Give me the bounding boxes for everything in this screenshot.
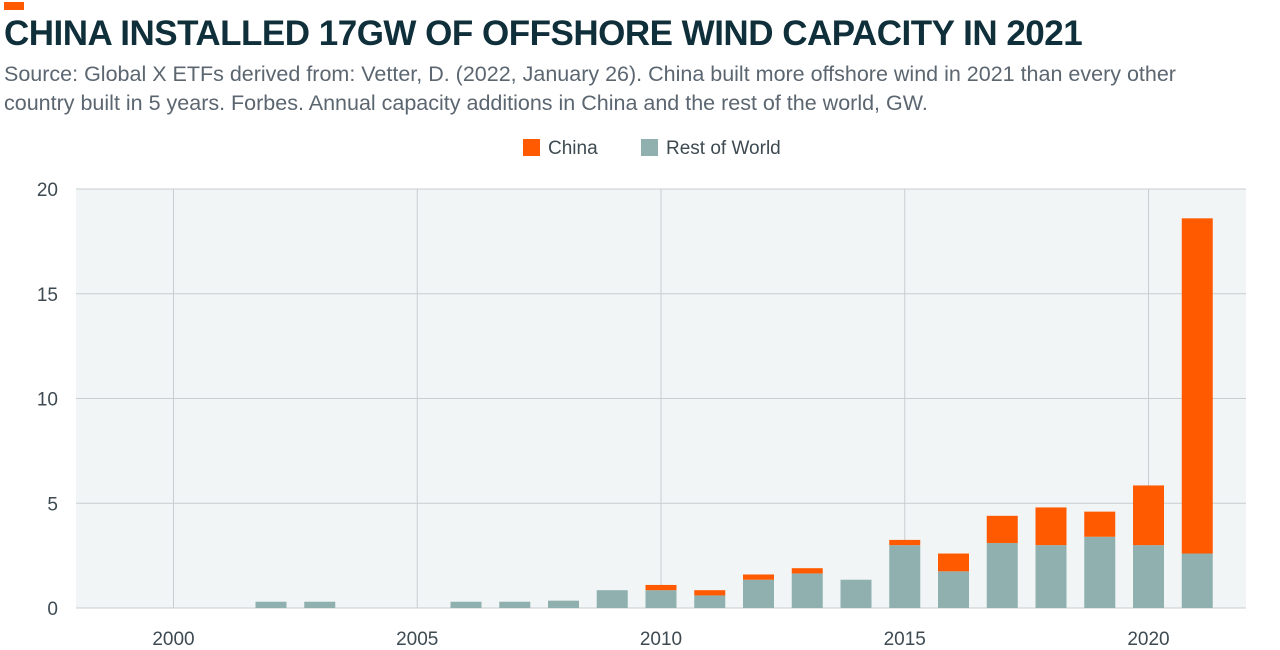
- y-tick-label: 10: [37, 390, 58, 411]
- bar-china: [743, 574, 774, 580]
- bar-rest-of-world: [986, 543, 1018, 608]
- bar-rest-of-world: [791, 573, 823, 608]
- legend-swatch-rest-of-world: [641, 139, 658, 156]
- bar-rest-of-world: [1181, 553, 1213, 608]
- bar-rest-of-world: [645, 590, 677, 608]
- bar-rest-of-world: [499, 601, 531, 608]
- bar-rest-of-world: [548, 600, 579, 608]
- y-tick-label: 20: [37, 180, 58, 201]
- bar-rest-of-world: [889, 545, 921, 608]
- x-tick-label: 2015: [884, 629, 926, 650]
- stacked-bar-chart: 0 5 10 15 20 2000 2005 2010 2015 2020 China Rest of…: [37, 138, 1246, 650]
- bar-china: [889, 539, 921, 546]
- x-tick-label: 2000: [152, 629, 194, 650]
- bar-rest-of-world: [1084, 536, 1116, 608]
- bar-rest-of-world: [1133, 545, 1164, 608]
- bar-china: [1035, 507, 1067, 546]
- legend-swatch-china: [523, 139, 540, 156]
- bar-china: [791, 568, 823, 574]
- bar-rest-of-world: [840, 579, 872, 608]
- bar-china: [986, 515, 1018, 544]
- bar-rest-of-world: [255, 601, 287, 608]
- bar-rest-of-world: [304, 601, 336, 608]
- bar-china: [938, 553, 969, 572]
- bar-china: [1133, 485, 1164, 546]
- x-tick-label: 2010: [640, 629, 682, 650]
- bar-rest-of-world: [1035, 545, 1067, 608]
- y-tick-label: 15: [37, 285, 58, 306]
- legend-label-china: China: [548, 138, 598, 159]
- legend-label-rest-of-world: Rest of World: [666, 138, 781, 159]
- bar-rest-of-world: [694, 595, 726, 608]
- bar-rest-of-world: [743, 579, 774, 608]
- bar-china: [694, 590, 726, 596]
- y-tick-label: 5: [47, 494, 58, 515]
- bar-china: [645, 584, 677, 591]
- bar-china: [1181, 218, 1213, 554]
- y-tick-label: 0: [47, 599, 58, 620]
- x-tick-label: 2020: [1127, 629, 1169, 650]
- bar-rest-of-world: [450, 601, 482, 608]
- bar-rest-of-world: [938, 571, 969, 608]
- title-accent-mark: [4, 2, 24, 10]
- chart-subtitle: Source: Global X ETFs derived from: Vett…: [4, 62, 1176, 115]
- bar-china: [1084, 511, 1116, 537]
- x-tick-label: 2005: [396, 629, 438, 650]
- bar-rest-of-world: [596, 590, 628, 608]
- chart-title: CHINA INSTALLED 17GW OF OFFSHORE WIND CA…: [4, 14, 1083, 53]
